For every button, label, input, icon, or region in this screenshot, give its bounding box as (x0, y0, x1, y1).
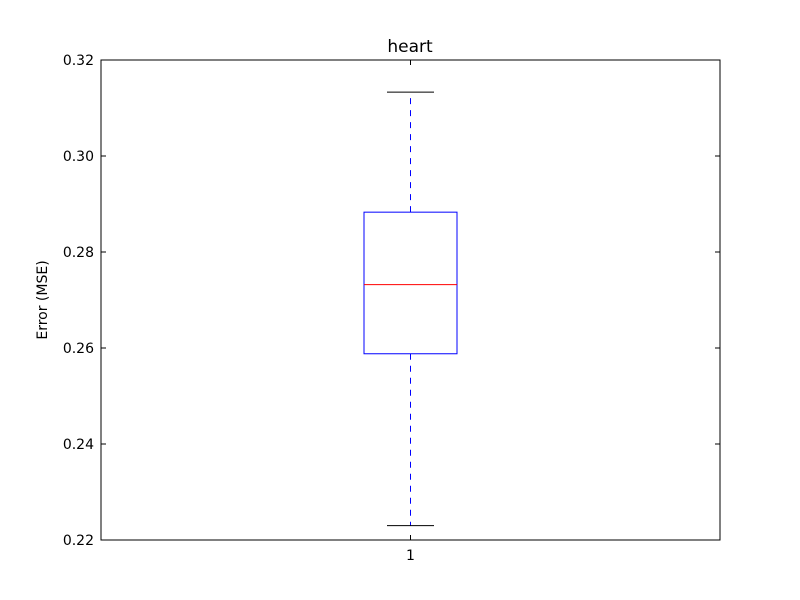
interquartile-box (363, 211, 458, 355)
plot-area-frame (100, 59, 721, 541)
chart-title: heart (387, 37, 433, 57)
y-tick-label: 0.30 (63, 149, 94, 165)
y-tick-label: 0.24 (63, 437, 94, 453)
y-tick-label: 0.28 (63, 245, 94, 261)
y-axis-ticks: 0.22 0.24 0.26 0.28 0.30 0.32 (63, 53, 720, 549)
y-tick-label: 0.22 (63, 533, 94, 549)
y-tick-label: 0.32 (63, 53, 94, 69)
y-tick-label: 0.26 (63, 341, 94, 357)
y-axis-label: Error (MSE) (35, 260, 51, 339)
x-axis-ticks: 1 (406, 60, 415, 564)
x-tick-label: 1 (406, 548, 415, 564)
box-plot-series (363, 91, 458, 527)
